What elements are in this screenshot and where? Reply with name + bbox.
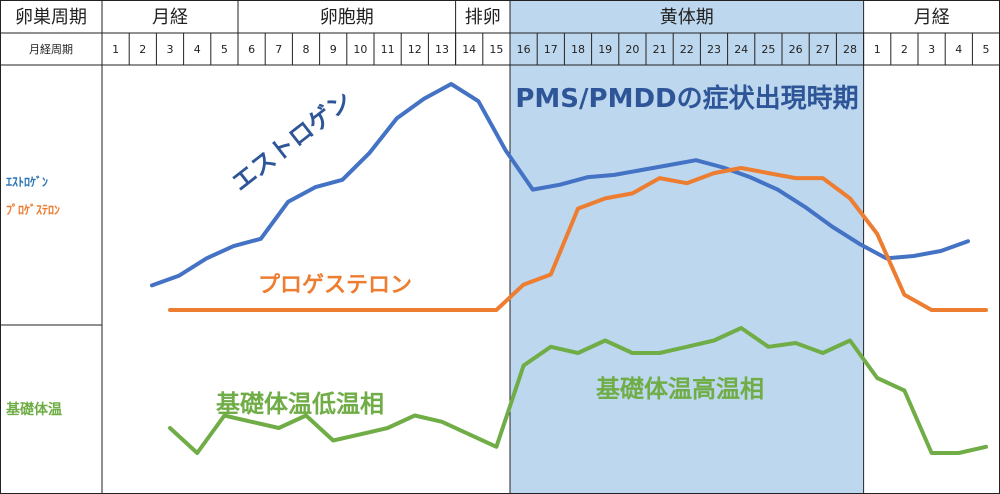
day-label: 16 [517,43,531,56]
day-label: 10 [353,43,367,56]
day-label: 20 [625,43,639,56]
row-labels: ｴｽﾄﾛｹﾞﾝ ﾌﾟﾛｹﾞｽﾃﾛﾝ 基礎体温 [6,174,62,418]
day-label: 5 [221,43,228,56]
day-label: 8 [303,43,310,56]
phase-label: 卵胞期 [320,7,374,28]
day-label: 5 [983,43,990,56]
day-label: 1 [874,43,881,56]
day-label: 23 [707,43,721,56]
day-label: 12 [408,43,422,56]
series-line-0 [150,82,970,288]
day-label: 9 [330,43,337,56]
series-line-1 [168,166,988,312]
day-label: 6 [248,43,255,56]
series-lines [150,82,988,455]
day-label: 2 [901,43,908,56]
row-label-estrogen: ｴｽﾄﾛｹﾞﾝ [6,174,48,189]
day-label: 17 [544,43,558,56]
day-label: 19 [598,43,612,56]
phase-label: 月経 [152,7,188,28]
bbt-high-annotation: 基礎体温高温相 [596,375,764,403]
day-label: 24 [734,43,748,56]
row-label-bbt: 基礎体温 [6,401,62,418]
day-label: 3 [167,43,174,56]
day-label: 27 [816,43,830,56]
row-label-progesterone: ﾌﾟﾛｹﾞｽﾃﾛﾝ [6,202,60,217]
progesterone-annotation: プロゲステロン [258,273,412,298]
day-label: 2 [139,43,146,56]
day-label: 26 [789,43,803,56]
bbt-low-annotation: 基礎体温低温相 [216,390,384,418]
day-label: 4 [955,43,962,56]
series-line-2 [168,326,988,455]
day-label: 11 [381,43,395,56]
day-label: 22 [680,43,694,56]
phase-label: 黄体期 [660,7,714,28]
highlight-band [510,0,863,494]
phase-label: 排卵 [465,7,501,28]
day-label: 18 [571,43,585,56]
highlight-label: PMS/PMDDの症状出現時期 [515,83,858,114]
day-label: 28 [843,43,857,56]
header-row-label: 卵巣周期 [15,7,87,28]
day-label: 13 [435,43,449,56]
day-label: 15 [489,43,503,56]
day-label: 7 [275,43,282,56]
day-label: 14 [462,43,476,56]
day-label: 25 [761,43,775,56]
phase-label: 月経 [914,7,950,28]
day-label: 4 [194,43,201,56]
day-row-label: 月経周期 [29,43,73,56]
day-label: 3 [928,43,935,56]
day-label: 21 [653,43,667,56]
day-label: 1 [112,43,119,56]
